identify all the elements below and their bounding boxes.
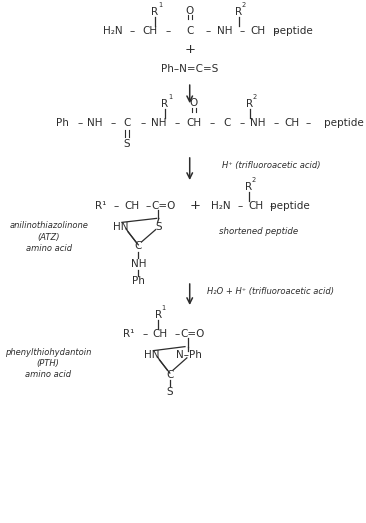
Text: NH: NH [217, 26, 232, 36]
Text: CH: CH [124, 201, 139, 211]
Text: peptide: peptide [270, 201, 310, 211]
Text: –: – [78, 118, 83, 128]
Text: –: – [141, 118, 146, 128]
Text: –: – [240, 26, 245, 36]
Text: C: C [135, 241, 142, 251]
Text: –: – [238, 201, 243, 211]
Text: –: – [273, 26, 279, 36]
Text: –: – [145, 201, 150, 211]
Text: –: – [205, 26, 210, 36]
Text: –: – [270, 201, 275, 211]
Text: 1: 1 [158, 2, 163, 8]
Text: H₂O + H⁺ (trifluoroacetic acid): H₂O + H⁺ (trifluoroacetic acid) [207, 288, 334, 297]
Text: amino acid: amino acid [25, 370, 71, 379]
Text: C: C [223, 118, 230, 128]
Text: S: S [155, 222, 161, 232]
Text: CH: CH [251, 26, 266, 36]
Text: –: – [273, 118, 279, 128]
Text: CH: CH [284, 118, 299, 128]
Text: –: – [175, 118, 180, 128]
Text: amino acid: amino acid [26, 244, 72, 253]
Text: –: – [306, 118, 311, 128]
Text: (ATZ): (ATZ) [38, 233, 60, 242]
Text: shortened peptide: shortened peptide [219, 228, 298, 236]
Text: R¹: R¹ [95, 201, 106, 211]
Text: –: – [209, 118, 214, 128]
Text: 2: 2 [242, 2, 246, 8]
Text: –: – [130, 26, 135, 36]
Text: –: – [240, 118, 245, 128]
Text: CH: CH [186, 118, 201, 128]
Text: NH: NH [152, 118, 167, 128]
Text: N–Ph: N–Ph [176, 350, 202, 360]
Text: C: C [123, 118, 130, 128]
Text: peptide: peptide [273, 26, 313, 36]
Text: C: C [186, 26, 193, 36]
Text: CH: CH [153, 329, 168, 339]
Text: phenylthiohydantoin: phenylthiohydantoin [5, 348, 91, 357]
Text: CH: CH [249, 201, 264, 211]
Text: HN: HN [113, 222, 128, 232]
Text: –: – [111, 118, 116, 128]
Text: CH: CH [142, 26, 157, 36]
Text: +: + [190, 199, 201, 212]
Text: anilinothiazolinone: anilinothiazolinone [10, 221, 88, 230]
Text: R: R [152, 7, 158, 17]
Text: NH: NH [87, 118, 103, 128]
Text: NH: NH [131, 259, 146, 269]
Text: R: R [235, 7, 242, 17]
Text: –: – [175, 329, 180, 339]
Text: 1: 1 [161, 305, 166, 311]
Text: O: O [190, 98, 198, 108]
Text: H⁺ (trifluoroacetic acid): H⁺ (trifluoroacetic acid) [223, 162, 321, 170]
Text: (PTH): (PTH) [37, 359, 59, 368]
Text: Ph: Ph [132, 276, 145, 286]
Text: H₂N: H₂N [103, 26, 122, 36]
Text: C=O: C=O [181, 329, 205, 339]
Text: peptide: peptide [324, 118, 364, 128]
Text: +: + [184, 43, 195, 56]
Text: O: O [186, 6, 194, 16]
Text: H₂N: H₂N [212, 201, 231, 211]
Text: 1: 1 [168, 94, 172, 100]
Text: S: S [167, 387, 173, 397]
Text: S: S [123, 139, 130, 149]
Text: 2: 2 [253, 94, 257, 100]
Text: 2: 2 [252, 177, 256, 183]
Text: HN: HN [144, 350, 160, 360]
Text: R: R [154, 310, 162, 320]
Text: –: – [142, 329, 147, 339]
Text: R: R [245, 182, 252, 192]
Text: C=O: C=O [152, 201, 176, 211]
Text: –: – [114, 201, 119, 211]
Text: Ph–N=C=S: Ph–N=C=S [161, 64, 219, 74]
Text: NH: NH [250, 118, 266, 128]
Text: –: – [166, 26, 171, 36]
Text: R¹: R¹ [123, 329, 135, 339]
Text: Ph: Ph [56, 118, 69, 128]
Text: R: R [161, 99, 168, 109]
Text: C: C [166, 370, 173, 380]
Text: R: R [246, 99, 253, 109]
